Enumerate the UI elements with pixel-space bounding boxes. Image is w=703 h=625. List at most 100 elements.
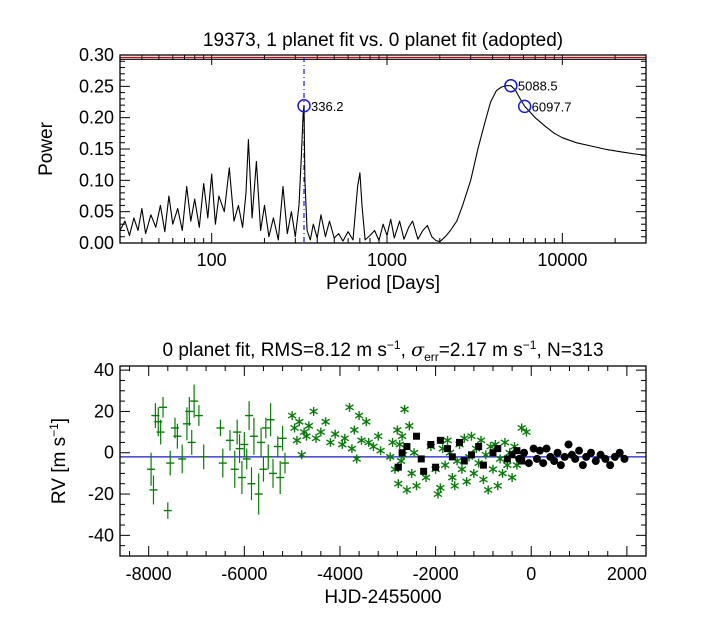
rv-point-square — [467, 451, 475, 459]
rv-point-star — [316, 427, 326, 437]
star-stroke — [450, 482, 460, 489]
rv-point-errorbar — [149, 475, 158, 505]
rv-point-square — [494, 445, 502, 453]
star-stroke — [294, 418, 304, 425]
rv-point-star — [397, 431, 407, 441]
rv-point-star — [349, 425, 359, 435]
y-tick-label: -20 — [88, 484, 114, 504]
rv-point-square — [508, 451, 516, 459]
rv-point-square — [420, 467, 428, 475]
rv-point-star — [488, 464, 498, 474]
star-stroke — [287, 412, 297, 419]
star-stroke — [349, 426, 359, 434]
rv-point-errorbar — [247, 467, 256, 501]
rv-point-star — [373, 431, 383, 441]
rv-point-circle — [532, 454, 541, 463]
star-stroke — [304, 422, 314, 429]
x-tick-label: 0 — [526, 564, 536, 584]
star-stroke — [309, 408, 319, 415]
rv-point-errorbar — [159, 396, 168, 418]
rv-point-square — [444, 445, 452, 453]
star-stroke — [347, 445, 357, 452]
y-tick-label: 0.20 — [79, 108, 114, 128]
rv-point-errorbar — [254, 473, 263, 515]
rv-point-errorbar — [194, 405, 203, 426]
star-stroke — [395, 441, 405, 448]
rv-point-star — [326, 437, 335, 447]
rv-point-star — [309, 406, 319, 416]
rv-point-square — [394, 463, 402, 471]
rv-y-axis-title: RV [m s−1] — [47, 418, 70, 504]
rv-point-circle — [587, 448, 596, 457]
rv-point-star — [469, 468, 479, 478]
y-tick-label: 0 — [104, 443, 114, 463]
rv-point-star — [498, 468, 507, 478]
rv-point-star — [369, 442, 378, 452]
rv-point-square — [432, 463, 440, 471]
star-stroke — [292, 437, 302, 444]
rv-point-errorbar — [264, 444, 273, 470]
peak-circle — [504, 78, 518, 93]
star-stroke — [402, 486, 412, 494]
star-stroke — [400, 406, 409, 413]
y-tick-label: -40 — [88, 525, 114, 545]
rv-point-errorbar — [273, 436, 282, 457]
star-stroke — [409, 449, 419, 456]
star-stroke — [462, 478, 472, 485]
rv-point-square — [479, 461, 487, 469]
star-stroke — [352, 455, 362, 463]
rv-point-circle — [591, 457, 600, 465]
star-stroke — [361, 418, 371, 425]
rv-point-star — [395, 439, 405, 449]
rv-point-square — [475, 443, 483, 451]
y-tick-label: 20 — [94, 401, 114, 421]
star-stroke — [445, 449, 455, 456]
rv-point-circle — [571, 454, 580, 463]
rv-point-errorbar — [259, 456, 268, 482]
rv-point-star — [357, 435, 366, 445]
star-stroke — [326, 439, 335, 446]
rv-point-errorbar — [187, 430, 196, 455]
rv-point-square — [456, 438, 464, 446]
rv-point-star — [292, 435, 302, 445]
rv-point-errorbar — [266, 403, 275, 437]
rv-point-star — [479, 475, 488, 485]
rv-point-star — [522, 427, 531, 437]
star-stroke — [354, 412, 364, 419]
rv-point-circle — [550, 457, 559, 465]
rv-point-star — [450, 481, 460, 491]
star-stroke — [369, 443, 378, 450]
rv-point-star — [347, 444, 357, 454]
rv-point-errorbar — [166, 450, 175, 476]
rv-point-star — [400, 404, 409, 414]
periodogram-panel: 19373, 1 planet fit vs. 0 planet fit (ad… — [36, 30, 647, 294]
rv-point-star — [402, 485, 412, 495]
rv-point-star — [361, 417, 371, 427]
star-stroke — [522, 428, 531, 436]
rv-plot-area — [120, 384, 646, 519]
rv-point-square — [448, 453, 456, 461]
star-stroke — [440, 462, 450, 469]
rv-frame — [119, 365, 647, 557]
star-stroke — [421, 474, 431, 481]
periodogram-x-axis-title: Period [Days] — [326, 273, 440, 294]
rv-point-errorbar — [178, 444, 187, 474]
rv-point-errorbar — [163, 502, 172, 519]
star-stroke — [404, 422, 414, 429]
x-tick-label: -4000 — [317, 564, 363, 584]
rv-x-axis-title: HJD-2455000 — [324, 587, 441, 608]
star-stroke — [517, 424, 527, 432]
rv-point-errorbar — [261, 417, 270, 439]
periodogram-title: 19373, 1 planet fit vs. 0 planet fit (ad… — [203, 30, 563, 51]
star-stroke — [452, 457, 462, 465]
peak-circle — [297, 99, 311, 113]
rv-point-circle — [575, 446, 584, 455]
rv-point-errorbar — [218, 448, 227, 478]
star-stroke — [396, 457, 406, 465]
rv-point-errorbar — [237, 461, 246, 495]
rv-point-square — [503, 455, 511, 463]
rv-point-errorbar — [173, 423, 182, 449]
y-tick-label: 0.30 — [79, 45, 114, 65]
rv-point-square — [427, 440, 435, 448]
rv-point-errorbar — [185, 396, 194, 426]
